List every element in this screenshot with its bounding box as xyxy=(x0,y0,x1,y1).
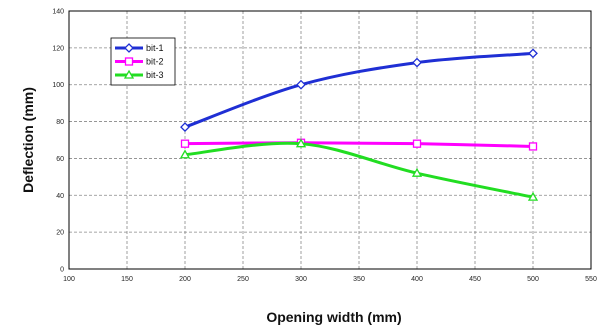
y-tick-label: 40 xyxy=(56,193,64,200)
y-tick-label: 120 xyxy=(52,45,64,52)
y-tick-label: 0 xyxy=(60,267,64,274)
series-bit-3 xyxy=(179,138,539,201)
data-point xyxy=(180,122,190,133)
x-tick-label: 150 xyxy=(121,276,133,283)
data-point xyxy=(411,167,423,177)
x-tick-label: 200 xyxy=(179,276,191,283)
legend-marker xyxy=(124,57,134,66)
x-tick-label: 500 xyxy=(527,276,539,283)
series-bit-1 xyxy=(180,48,538,133)
x-tick-label: 300 xyxy=(295,276,307,283)
data-point xyxy=(412,139,422,148)
legend-label: bit-3 xyxy=(146,70,164,80)
x-axis-title: Opening width (mm) xyxy=(266,309,401,325)
data-point xyxy=(179,149,191,159)
data-point xyxy=(295,138,307,148)
legend-label: bit-2 xyxy=(146,57,164,67)
legend-label: bit-1 xyxy=(146,43,164,53)
y-axis-title: Deflection (mm) xyxy=(20,87,36,193)
series-line xyxy=(184,51,534,129)
data-point xyxy=(180,139,190,148)
data-point xyxy=(527,191,539,201)
y-tick-label: 60 xyxy=(56,156,64,163)
data-point xyxy=(528,48,538,59)
y-tick-label: 20 xyxy=(56,230,64,237)
series xyxy=(179,48,539,201)
data-point xyxy=(528,142,538,151)
legend-item-bit-1: bit-1 xyxy=(115,43,164,53)
series-line xyxy=(184,141,534,148)
data-point xyxy=(412,57,422,68)
x-tick-label: 450 xyxy=(469,276,481,283)
x-tick-label: 100 xyxy=(63,276,75,283)
y-tick-label: 140 xyxy=(52,9,64,16)
x-axis-ticks: 100 150 200 250 300 350 400 450 500 550 xyxy=(63,276,597,283)
x-tick-label: 250 xyxy=(237,276,249,283)
y-tick-label: 100 xyxy=(52,82,64,89)
y-tick-label: 80 xyxy=(56,119,64,126)
x-tick-label: 350 xyxy=(353,276,365,283)
x-tick-label: 400 xyxy=(411,276,423,283)
y-axis-ticks: 0 20 40 60 80 100 120 140 xyxy=(52,9,64,274)
plot-area xyxy=(68,10,592,270)
x-tick-label: 550 xyxy=(585,276,597,283)
legend-marker xyxy=(124,43,134,53)
data-point xyxy=(296,79,306,90)
legend-item-bit-3: bit-3 xyxy=(115,69,164,80)
series-line xyxy=(184,141,534,199)
legend-item-bit-2: bit-2 xyxy=(115,57,164,67)
legend-marker xyxy=(123,69,135,79)
legend: bit-1 bit-2 bit-3 xyxy=(110,37,176,86)
